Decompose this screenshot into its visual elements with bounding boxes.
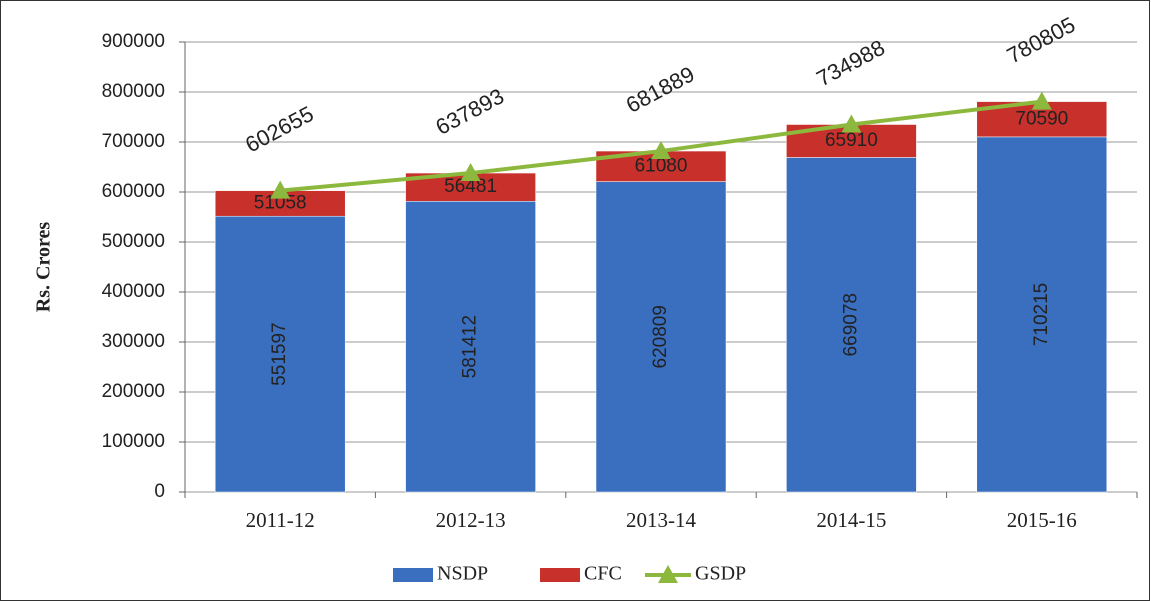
data-label: 61080 bbox=[635, 155, 688, 176]
data-label: 710215 bbox=[1031, 283, 1052, 346]
y-tick-label: 600000 bbox=[102, 181, 165, 202]
y-tick-label: 200000 bbox=[102, 381, 165, 402]
data-label: 620809 bbox=[650, 305, 671, 368]
legend-label: CFC bbox=[584, 563, 622, 585]
legend-swatch bbox=[540, 568, 580, 582]
data-label: 65910 bbox=[825, 130, 878, 151]
y-tick-label: 900000 bbox=[102, 31, 165, 52]
data-label: 70590 bbox=[1015, 108, 1068, 129]
x-tick-label: 2011-12 bbox=[246, 508, 315, 532]
y-tick-label: 400000 bbox=[102, 281, 165, 302]
bar bbox=[214, 215, 346, 493]
y-axis-label: Rs. Crores bbox=[33, 222, 55, 313]
bar bbox=[976, 136, 1108, 493]
x-tick-label: 2015-16 bbox=[1007, 508, 1077, 532]
bar bbox=[405, 201, 536, 493]
data-label: 56481 bbox=[444, 176, 497, 197]
x-tick-label: 2012-13 bbox=[436, 508, 506, 532]
y-tick-label: 800000 bbox=[102, 81, 165, 102]
data-label: 51058 bbox=[254, 192, 307, 213]
legend-label: NSDP bbox=[437, 563, 488, 585]
marker bbox=[460, 163, 481, 182]
marker bbox=[841, 114, 862, 133]
data-label: 669078 bbox=[840, 293, 861, 356]
y-tick-label: 300000 bbox=[102, 331, 165, 352]
marker bbox=[270, 180, 291, 199]
bar bbox=[786, 157, 917, 493]
marker bbox=[1031, 91, 1052, 110]
y-tick-label: 500000 bbox=[102, 231, 165, 252]
legend-marker bbox=[658, 565, 678, 583]
y-tick-label: 100000 bbox=[102, 431, 165, 452]
data-label: 551597 bbox=[269, 322, 290, 385]
x-tick-label: 2013-14 bbox=[626, 508, 696, 532]
y-tick-label: 700000 bbox=[102, 131, 165, 152]
legend-label: GSDP bbox=[695, 563, 746, 585]
bar bbox=[595, 181, 727, 493]
legend-swatch bbox=[393, 568, 433, 582]
data-label: 581412 bbox=[460, 315, 481, 378]
y-tick-label: 0 bbox=[154, 481, 165, 502]
marker bbox=[651, 141, 671, 160]
x-tick-label: 2014-15 bbox=[816, 508, 886, 532]
